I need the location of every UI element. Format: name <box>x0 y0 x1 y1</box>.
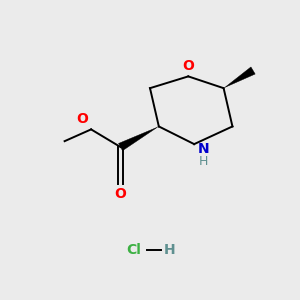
Text: O: O <box>182 59 194 73</box>
Text: O: O <box>115 188 127 201</box>
Text: O: O <box>76 112 88 126</box>
Polygon shape <box>118 127 158 151</box>
Text: N: N <box>198 142 209 156</box>
Text: H: H <box>163 243 175 257</box>
Text: H: H <box>198 155 208 168</box>
Polygon shape <box>225 67 255 87</box>
Text: Cl: Cl <box>126 243 141 257</box>
